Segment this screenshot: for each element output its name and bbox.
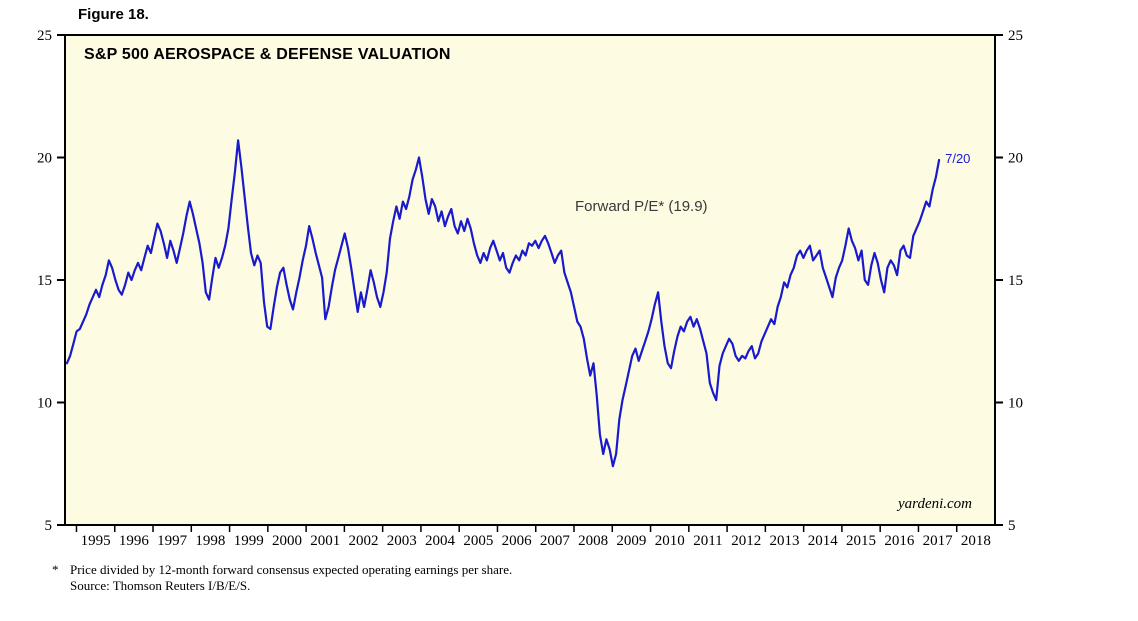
- x-tick-label: 2015: [846, 533, 876, 549]
- x-tick-label: 1997: [157, 533, 188, 549]
- x-tick-label: 2012: [731, 533, 761, 549]
- yardeni-brand-text: yardeni.com: [898, 496, 973, 512]
- y-tick-label-left: 10: [37, 396, 52, 412]
- x-tick-label: 2014: [808, 533, 839, 549]
- forward-pe-chart: 5 5 10 10 15 15 20 20 25 25 1995 1996 1997 1998 1999 20…: [37, 28, 1023, 549]
- y-tick-label-right: 25: [1008, 28, 1023, 44]
- footnote-asterisk: *: [52, 562, 59, 577]
- endpoint-label: 7/20: [945, 150, 971, 166]
- x-tick-label: 2000: [272, 533, 302, 549]
- y-tick-label-left: 15: [37, 273, 52, 289]
- x-tick-label: 2001: [310, 533, 340, 549]
- x-tick-label: 2011: [693, 533, 722, 549]
- x-tick-label: 2017: [923, 533, 954, 549]
- x-tick-label: 2004: [425, 533, 456, 549]
- y-tick-label-left: 20: [37, 151, 52, 167]
- x-tick-label: 2009: [616, 533, 646, 549]
- x-tick-label: 2007: [540, 533, 571, 549]
- x-tick-label: 2018: [961, 533, 991, 549]
- x-tick-label: 2002: [349, 533, 379, 549]
- y-tick-label-right: 15: [1008, 273, 1023, 289]
- x-tick-label: 1998: [195, 533, 225, 549]
- series-annotation: Forward P/E* (19.9): [575, 198, 708, 215]
- y-tick-label-right: 20: [1008, 151, 1023, 167]
- x-tick-label: 1996: [119, 533, 150, 549]
- x-tick-label: 2008: [578, 533, 608, 549]
- x-tick-label: 2010: [655, 533, 685, 549]
- y-tick-label-right: 10: [1008, 396, 1023, 412]
- x-tick-label: 1999: [234, 533, 264, 549]
- y-tick-label-left: 5: [45, 518, 53, 534]
- x-tick-label: 2003: [387, 533, 417, 549]
- x-tick-label: 2013: [770, 533, 800, 549]
- footnote-definition: Price divided by 12-month forward consen…: [70, 562, 513, 577]
- footnote-source: Source: Thomson Reuters I/B/E/S.: [70, 578, 251, 593]
- x-tick-label: 2016: [884, 533, 915, 549]
- y-tick-label-right: 5: [1008, 518, 1016, 534]
- forward-pe-line: [65, 139, 941, 468]
- figure-number-label: Figure 18.: [78, 6, 149, 23]
- x-tick-label: 1995: [81, 533, 111, 549]
- x-tick-label: 2006: [502, 533, 533, 549]
- y-tick-label-left: 25: [37, 28, 52, 44]
- chart-title: S&P 500 AEROSPACE & DEFENSE VALUATION: [84, 46, 451, 63]
- x-tick-label: 2005: [463, 533, 493, 549]
